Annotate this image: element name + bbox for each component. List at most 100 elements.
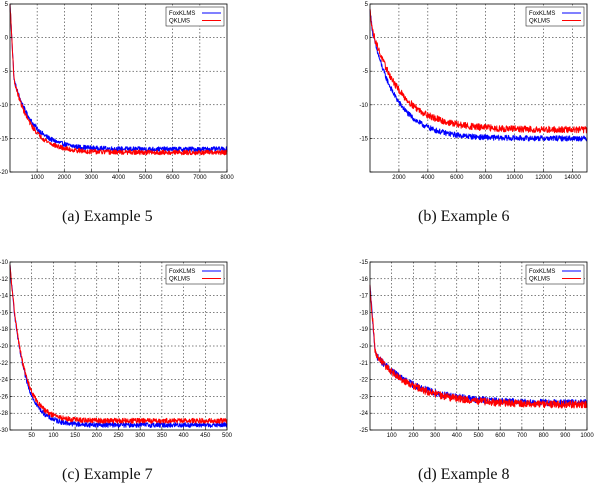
x-tick-label: 8000 (220, 175, 234, 181)
x-tick-label: 100 (387, 433, 398, 439)
legend-label: QKLMS (169, 19, 190, 25)
series-line-1 (369, 8, 588, 134)
y-tick-label: -20 (0, 170, 9, 176)
y-tick-label: -25 (359, 428, 368, 434)
x-tick-label: 350 (157, 433, 168, 439)
caption-d: (d) Example 8 (418, 466, 510, 483)
x-tick-label: 150 (70, 433, 81, 439)
legend: FoxKLMS QKLMS (525, 6, 585, 27)
legend-box (525, 6, 585, 27)
x-tick-label: 400 (452, 433, 463, 439)
x-tick-label: 1000 (30, 175, 44, 181)
chart-panel-2: 50 100 150 200 250 300 350 400 450 500 -30 -28 -26 -2… (0, 260, 233, 439)
y-tick-label: -20 (0, 344, 9, 350)
x-tick-label: 800 (539, 433, 550, 439)
y-tick-label: 5 (365, 2, 369, 8)
legend-box (165, 6, 225, 27)
y-tick-label: -22 (0, 361, 9, 367)
x-tick-label: 7000 (193, 175, 207, 181)
legend-label: FoxKLMS (529, 11, 555, 17)
y-tick-label: -17 (359, 294, 368, 300)
x-tick-label: 2000 (392, 175, 406, 181)
x-tick-label: 100 (48, 433, 59, 439)
x-tick-label: 10000 (506, 175, 523, 181)
y-tick-label: 5 (5, 2, 9, 8)
y-tick-label: 0 (5, 36, 9, 42)
y-tick-label: -15 (359, 136, 368, 142)
caption-c: (c) Example 7 (62, 466, 153, 483)
x-tick-label: 2000 (58, 175, 72, 181)
x-tick-label: 3000 (85, 175, 99, 181)
y-tick-label: -28 (0, 411, 9, 417)
legend: FoxKLMS QKLMS (165, 264, 225, 285)
x-tick-label: 500 (222, 433, 233, 439)
y-tick-label: -18 (0, 327, 9, 333)
x-tick-label: 300 (430, 433, 441, 439)
x-tick-label: 900 (560, 433, 571, 439)
y-tick-label: -5 (3, 69, 9, 75)
x-tick-label: 250 (113, 433, 124, 439)
y-tick-label: -10 (359, 103, 368, 109)
series-line-1 (9, 264, 228, 424)
y-tick-label: -23 (359, 394, 368, 400)
legend-label: QKLMS (529, 277, 550, 283)
y-tick-label: -15 (359, 260, 368, 266)
chart-panel-3: 100 200 300 400 500 600 700 800 900 1000 -25 -24 -23… (359, 260, 594, 439)
y-tick-label: -10 (0, 260, 9, 266)
x-tick-label: 700 (517, 433, 528, 439)
legend-label: QKLMS (169, 277, 190, 283)
plot-frame (369, 3, 588, 173)
series-line-0 (369, 284, 588, 407)
x-tick-label: 300 (135, 433, 146, 439)
x-tick-label: 50 (28, 433, 35, 439)
y-tick-label: -18 (359, 310, 368, 316)
y-tick-label: -24 (359, 411, 368, 417)
legend: FoxKLMS QKLMS (165, 6, 225, 27)
x-tick-label: 4000 (112, 175, 126, 181)
series-line-1 (9, 3, 228, 156)
caption-b: (b) Example 6 (418, 208, 510, 225)
legend-box (525, 264, 585, 285)
legend-label: FoxKLMS (529, 269, 555, 275)
y-tick-label: -22 (359, 378, 368, 384)
x-tick-label: 14000 (564, 175, 581, 181)
y-tick-label: -30 (0, 428, 9, 434)
caption-a: (a) Example 5 (62, 208, 153, 225)
chart-panel-1: 2000 4000 6000 8000 10000 12000 14000 -15 -10 -5 0… (359, 2, 588, 181)
series-line-0 (9, 3, 228, 152)
x-tick-label: 600 (495, 433, 506, 439)
x-tick-label: 200 (92, 433, 103, 439)
legend: FoxKLMS QKLMS (525, 264, 585, 285)
legend-label: FoxKLMS (169, 11, 195, 17)
y-tick-label: -26 (0, 394, 9, 400)
y-tick-label: -10 (0, 103, 9, 109)
y-tick-label: 0 (365, 36, 369, 42)
x-tick-label: 12000 (535, 175, 552, 181)
x-tick-label: 450 (200, 433, 211, 439)
legend-box (165, 264, 225, 285)
chart-panel-0: 1000 2000 3000 4000 5000 6000 7000 8000 -20 -15 -1… (0, 2, 234, 181)
x-tick-label: 400 (179, 433, 190, 439)
x-tick-label: 6000 (166, 175, 180, 181)
y-tick-label: -12 (0, 277, 9, 283)
y-tick-label: -16 (359, 277, 368, 283)
y-tick-label: -14 (0, 294, 9, 300)
x-tick-label: 8000 (479, 175, 493, 181)
x-tick-label: 500 (473, 433, 484, 439)
x-tick-label: 1000 (580, 433, 594, 439)
x-tick-label: 6000 (450, 175, 464, 181)
y-tick-label: -21 (359, 361, 368, 367)
series-line-0 (369, 9, 588, 142)
y-tick-label: -16 (0, 310, 9, 316)
legend-label: FoxKLMS (169, 269, 195, 275)
legend-label: QKLMS (529, 19, 550, 25)
y-tick-label: -20 (359, 344, 368, 350)
x-tick-label: 5000 (139, 175, 153, 181)
y-tick-label: -24 (0, 378, 9, 384)
x-tick-label: 200 (408, 433, 419, 439)
y-tick-label: -19 (359, 327, 368, 333)
y-tick-label: -15 (0, 136, 9, 142)
series-line-1 (369, 284, 588, 409)
y-tick-label: -5 (363, 69, 369, 75)
